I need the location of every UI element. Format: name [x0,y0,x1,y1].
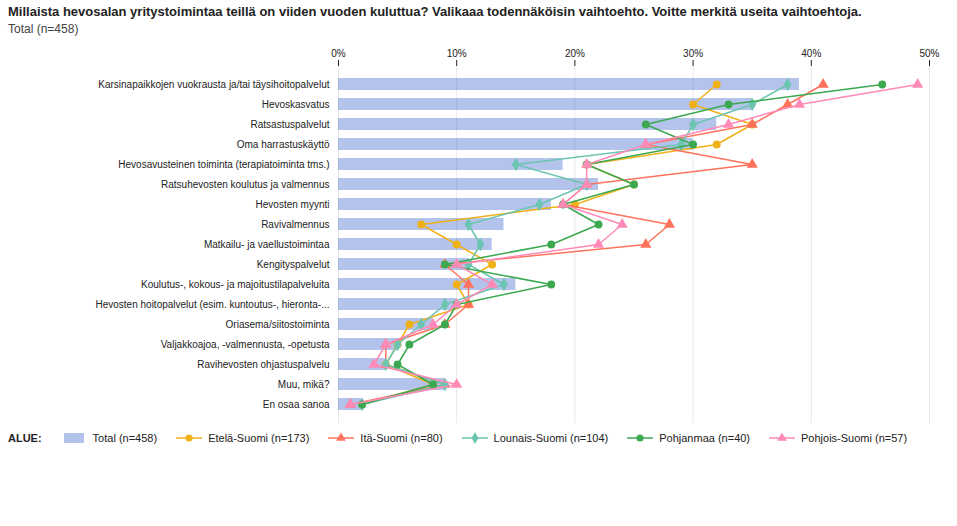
html-text:Lounais-Suomi (n=104): Lounais-Suomi (n=104) [493,432,609,444]
svg-text:Hevoskasvatus: Hevoskasvatus [262,99,330,110]
svg-text:10%: 10% [447,48,467,59]
svg-text:Muu, mikä?: Muu, mikä? [278,379,330,390]
svg-text:30%: 30% [683,48,703,59]
svg-text:20%: 20% [565,48,585,59]
svg-text:Ravihevosten ohjastuspalvelu: Ravihevosten ohjastuspalvelu [197,359,329,370]
html-text:Pohjanmaa (n=40): Pohjanmaa (n=40) [659,432,750,444]
svg-text:En osaa sanoa: En osaa sanoa [263,399,330,410]
svg-text:Ravivalmennus: Ravivalmennus [261,219,329,230]
svg-text:Oriasema/siitostoiminta: Oriasema/siitostoiminta [226,319,330,330]
svg-text:Ratsastuspalvelut: Ratsastuspalvelut [251,119,330,130]
html-text:Etelä-Suomi (n=173): Etelä-Suomi (n=173) [208,432,310,444]
svg-text:Kengityspalvelut: Kengityspalvelut [257,259,330,270]
svg-text:40%: 40% [801,48,821,59]
svg-text:50%: 50% [919,48,939,59]
svg-text:Koulutus-, kokous- ja majoitus: Koulutus-, kokous- ja majoitustilapalvel… [141,279,330,290]
html-text:Total (n=458): Total (n=458) [92,432,158,444]
html-text:Pohjois-Suomi (n=57): Pohjois-Suomi (n=57) [801,432,908,444]
svg-text:0%: 0% [331,48,346,59]
svg-text:Oma harrastuskäyttö: Oma harrastuskäyttö [237,139,330,150]
svg-text:Hevosten hoitopalvelut (esim.: Hevosten hoitopalvelut (esim. kuntoutus-… [95,299,329,310]
html-text:ALUE:: ALUE: [8,432,42,444]
svg-text:Valjakkoajoa, -valmennusta, -o: Valjakkoajoa, -valmennusta, -opetusta [161,339,330,350]
svg-text:Hevosavusteinen toiminta (tera: Hevosavusteinen toiminta (terapiatoimint… [118,159,329,170]
svg-text:Hevosten myynti: Hevosten myynti [256,199,330,210]
svg-text:Karsinapaikkojen vuokrausta ja: Karsinapaikkojen vuokrausta ja/tai täysi… [98,79,329,90]
html-text:Itä-Suomi (n=80): Itä-Suomi (n=80) [360,432,443,444]
svg-text:Ratsuhevosten koulutus ja valm: Ratsuhevosten koulutus ja valmennus [161,179,329,190]
html-text:Millaista hevosalan yritystoim: Millaista hevosalan yritystoimintaa teil… [8,4,862,19]
svg-text:Matkailu- ja vaellustoimintaa: Matkailu- ja vaellustoimintaa [204,239,330,250]
html-text:Total (n=458): Total (n=458) [8,22,79,36]
